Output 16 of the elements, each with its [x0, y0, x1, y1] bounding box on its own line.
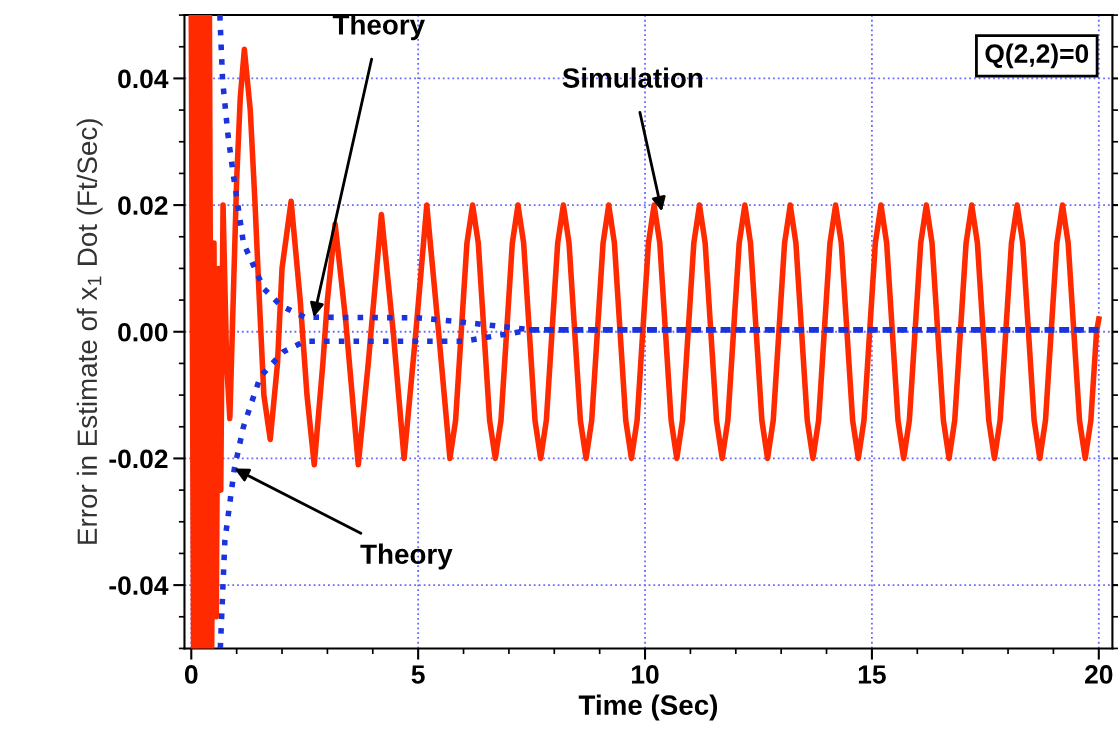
annotation: Q(2,2)=0 [985, 43, 1089, 69]
annotation: Theory [332, 14, 425, 41]
y-axis-title: Error in Estimate of x$_{1}$ Dot (Ft/Sec) [76, 119, 103, 544]
y-tick-label: -0.04 [109, 576, 169, 595]
x-axis-title: Time (Sec) [578, 694, 718, 721]
x-tick-label: 0 [184, 665, 198, 684]
annotation: Theory [360, 543, 453, 570]
x-tick-label: 15 [858, 665, 886, 684]
y-tick-label: 0.02 [118, 196, 168, 215]
x-tick-label: 5 [411, 665, 425, 684]
y-tick-label: 0.04 [118, 69, 169, 89]
y-tick-label: -0.02 [109, 449, 168, 469]
x-tick-label: 10 [632, 665, 659, 684]
x-tick-label: 20 [1085, 665, 1113, 684]
annotation: Simulation [562, 67, 703, 88]
y-tick-label: 0.00 [118, 322, 168, 342]
